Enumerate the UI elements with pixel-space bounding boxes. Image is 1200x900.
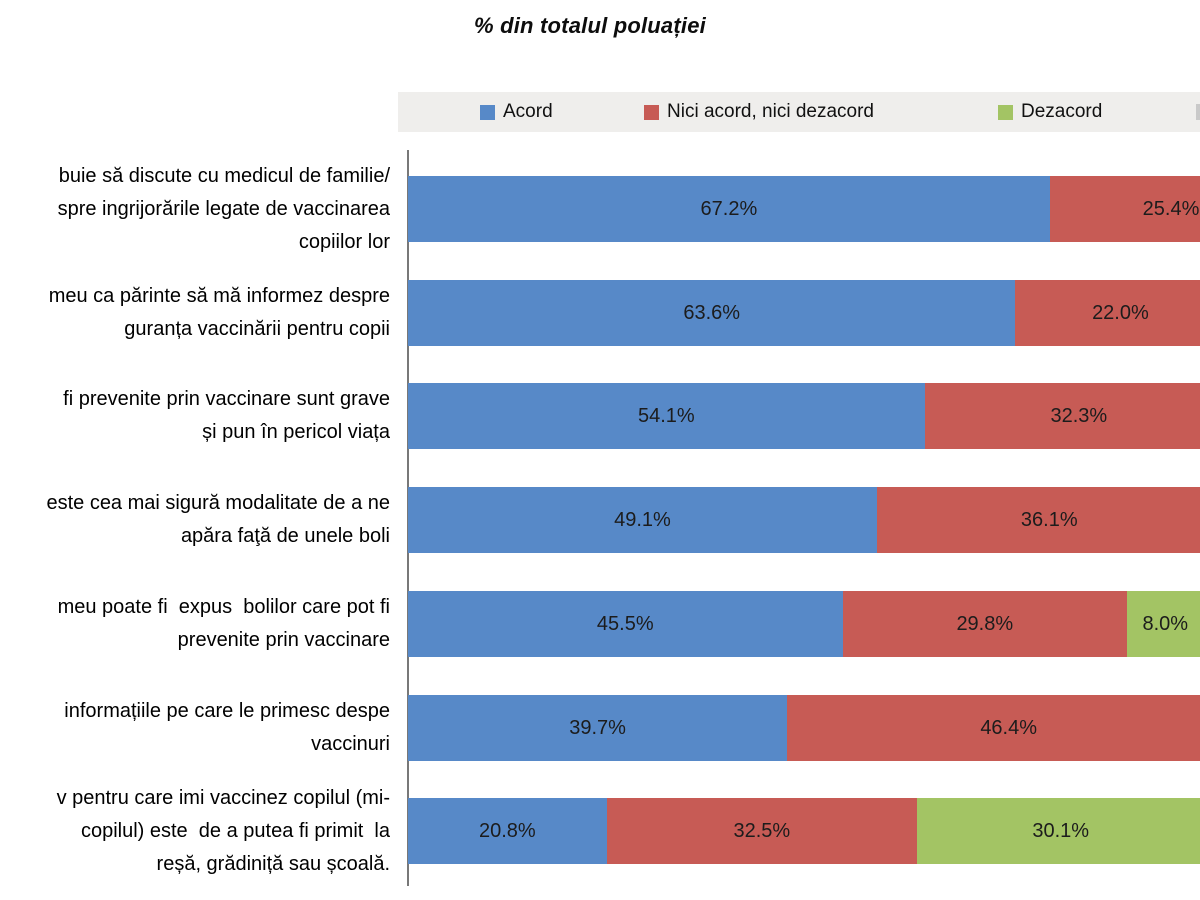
category-label-line: reșă, grădiniță sau școală. [156,852,390,875]
bar-segment-acord: 54.1% [408,383,925,449]
bar-segment-acord: 20.8% [408,798,607,864]
bar-segment-acord: 67.2% [408,176,1050,242]
category-label: meu ca părinte să mă informez despre gura… [0,280,390,346]
category-label-line: copilul) este de a putea fi primit la [80,819,390,842]
bar-value-label: 32.3% [1050,404,1108,427]
category-label-line: buie să discute cu medicul de familie/ [58,164,390,187]
category-label: informațiile pe care le primesc despe vac… [0,695,390,761]
chart-title: % din totalul poluației [474,13,706,38]
bar-segment-dezacord: 30.1% [917,798,1200,864]
bar-segment-acord: 63.6% [408,280,1016,346]
bar-value-label: 32.5% [733,819,791,842]
bar-value-label: 20.8% [478,819,536,842]
bar-segment-nici-acord-nici-dezacord: 32.3% [924,383,1200,449]
bar-value-label: 49.1% [614,508,671,531]
bar-segment-nici-acord-nici-dezacord: 29.8% [842,591,1128,657]
category-label-line: spre ingrijorările legate de vaccinarea [57,197,390,220]
stacked-bar: 20.8% 32.5% 30.1% [408,798,1200,864]
legend-item-acord: Acord [480,92,553,132]
bar-row: informațiile pe care le primesc despe vac… [0,695,1200,761]
bar-row: v pentru care imi vaccinez copilul (mi-c… [0,787,1200,875]
bar-value-label: 67.2% [700,197,758,220]
bar-value-label: 22.0% [1092,301,1149,324]
bar-segment-nici-acord-nici-dezacord: 46.4% [787,695,1200,761]
bar-value-label: 46.4% [980,716,1038,739]
legend: Acord Nici acord, nici dezacord Dezacord [398,92,1200,132]
bar-value-label: 36.1% [1020,508,1078,531]
category-label-line: și pun în pericol viața [202,421,390,443]
stacked-bar: 54.1% 32.3% [408,383,1200,449]
bar-value-label: 54.1% [637,404,695,427]
bar-value-label: 29.8% [956,612,1014,635]
bar-row: fi prevenite prin vaccinare sunt grave și… [0,383,1200,449]
category-label-line: este cea mai sigură modalitate de a ne [46,492,390,514]
stacked-bar: 67.2% 25.4% [408,176,1200,242]
stacked-bar: 49.1% 36.1% [408,487,1200,553]
legend-item-nici-acord: Nici acord, nici dezacord [644,92,874,132]
bar-value-label: 25.4% [1142,197,1200,220]
category-label: buie să discute cu medicul de familie/sp… [0,165,390,253]
category-label-line: guranța vaccinării pentru copii [124,318,390,340]
legend-item-dezacord: Dezacord [998,92,1102,132]
category-label: v pentru care imi vaccinez copilul (mi-c… [0,787,390,875]
bar-row: este cea mai sigură modalitate de a ne ap… [0,487,1200,553]
bar-segment-nici-acord-nici-dezacord: 36.1% [876,487,1200,553]
bar-segment-acord: 45.5% [408,591,843,657]
bar-segment-acord: 49.1% [408,487,877,553]
category-label-line: fi prevenite prin vaccinare sunt grave [63,388,390,410]
category-label-line: meu ca părinte să mă informez despre [48,285,390,307]
bar-row: meu poate fi expus bolilor care pot fi pr… [0,591,1200,657]
bar-segment-acord: 39.7% [408,695,788,761]
category-label-line: prevenite prin vaccinare [177,629,390,651]
category-label: meu poate fi expus bolilor care pot fi pr… [0,591,390,657]
bar-row: buie să discute cu medicul de familie/sp… [0,165,1200,253]
legend-label-dezacord: Dezacord [1021,101,1103,122]
category-label-line: vaccinuri [311,733,390,755]
bar-value-label: 39.7% [569,716,626,739]
bar-value-label: 63.6% [683,301,741,324]
bar-segment-nici-acord-nici-dezacord: 22.0% [1015,280,1200,346]
bar-value-label: 30.1% [1032,819,1090,842]
plot-area: buie să discute cu medicul de familie/sp… [0,150,1200,886]
bar-segment-nici-acord-nici-dezacord: 25.4% [1049,176,1200,242]
category-label: fi prevenite prin vaccinare sunt grave și… [0,383,390,449]
stacked-bar: 45.5% 29.8% 8.0% [408,591,1200,657]
category-label-line: copiilor lor [298,230,390,253]
legend-item-partial-clipped [1196,104,1200,120]
bar-row: meu ca părinte să mă informez despre gura… [0,280,1200,346]
stacked-bar: 63.6% 22.0% [408,280,1200,346]
legend-swatch-acord [480,104,495,120]
legend-swatch-nici-acord [644,104,659,120]
bar-value-label: 8.0% [1142,612,1189,635]
bar-segment-nici-acord-nici-dezacord: 32.5% [606,798,917,864]
category-label-line: v pentru care imi vaccinez copilul (mi- [56,786,390,809]
stacked-bar: 39.7% 46.4% [408,695,1200,761]
category-label-line: apăra faţă de unele boli [180,525,390,547]
category-label: este cea mai sigură modalitate de a ne ap… [0,487,390,553]
category-label-line: informațiile pe care le primesc despe [64,700,390,722]
category-label-line: meu poate fi expus bolilor care pot fi [57,596,390,618]
legend-label-acord: Acord [503,101,553,122]
bar-segment-dezacord: 8.0% [1127,591,1200,657]
legend-swatch-dezacord [998,104,1013,120]
legend-label-nici-acord: Nici acord, nici dezacord [667,101,874,122]
bar-value-label: 45.5% [596,612,654,635]
